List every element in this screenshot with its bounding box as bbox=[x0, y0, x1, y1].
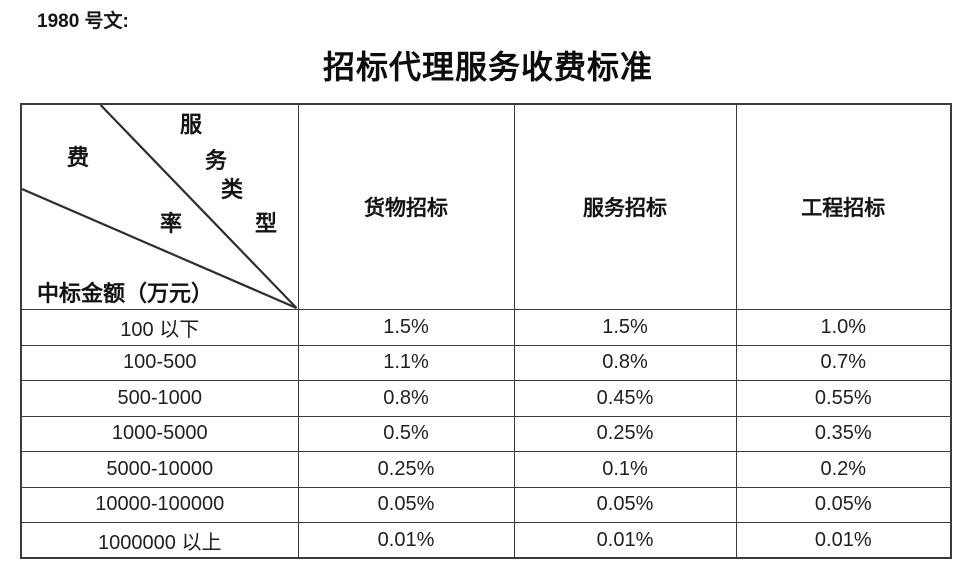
goods-rate-cell: 1.1% bbox=[297, 344, 515, 381]
table-row: 100-500 1.1% 0.8% 0.7% bbox=[20, 344, 952, 381]
corner-label-rate-char: 费 bbox=[67, 145, 90, 170]
corner-label-service-type-char: 服 bbox=[180, 112, 203, 137]
amount-range-cell: 100-500 bbox=[20, 344, 299, 381]
engineering-rate-cell: 0.01% bbox=[735, 522, 952, 559]
fee-standard-table: 服 务 类 型 费 率 中标金额（万元） 货物招标 服务招标 工程招标 100 … bbox=[20, 103, 952, 559]
goods-rate-cell: 0.8% bbox=[297, 380, 515, 417]
goods-rate-cell: 1.5% bbox=[297, 309, 515, 346]
services-rate-cell: 0.05% bbox=[513, 486, 737, 523]
engineering-rate-cell: 1.0% bbox=[735, 309, 952, 346]
amount-range-cell: 100 以下 bbox=[20, 309, 299, 346]
diagonal-corner-cell: 服 务 类 型 费 率 中标金额（万元） bbox=[20, 103, 299, 310]
services-rate-cell: 0.8% bbox=[513, 344, 737, 381]
engineering-rate-cell: 0.2% bbox=[735, 451, 952, 488]
corner-label-amount: 中标金额（万元） bbox=[37, 281, 214, 306]
corner-label-service-type-char: 务 bbox=[205, 148, 228, 173]
services-rate-cell: 0.45% bbox=[513, 380, 737, 417]
goods-rate-cell: 0.5% bbox=[297, 415, 515, 452]
table-row: 10000-100000 0.05% 0.05% 0.05% bbox=[20, 486, 952, 523]
column-header-engineering: 工程招标 bbox=[735, 103, 952, 310]
services-rate-cell: 1.5% bbox=[513, 309, 737, 346]
amount-range-cell: 1000000 以上 bbox=[20, 522, 299, 559]
column-header-services: 服务招标 bbox=[513, 103, 737, 310]
table-row: 1000-5000 0.5% 0.25% 0.35% bbox=[20, 415, 952, 452]
engineering-rate-cell: 0.35% bbox=[735, 415, 952, 452]
corner-label-rate-char: 率 bbox=[160, 211, 183, 236]
services-rate-cell: 0.25% bbox=[513, 415, 737, 452]
engineering-rate-cell: 0.05% bbox=[735, 486, 952, 523]
table-row: 1000000 以上 0.01% 0.01% 0.01% bbox=[20, 522, 952, 559]
corner-label-service-type-char: 型 bbox=[255, 211, 278, 236]
engineering-rate-cell: 0.55% bbox=[735, 380, 952, 417]
table-row: 100 以下 1.5% 1.5% 1.0% bbox=[20, 309, 952, 346]
diagonal-lines bbox=[22, 105, 298, 309]
amount-range-cell: 5000-10000 bbox=[20, 451, 299, 488]
doc-reference-label: 1980 号文: bbox=[37, 11, 129, 32]
page-title: 招标代理服务收费标准 bbox=[322, 49, 653, 85]
corner-label-service-type-char: 类 bbox=[221, 177, 244, 202]
engineering-rate-cell: 0.7% bbox=[735, 344, 952, 381]
goods-rate-cell: 0.05% bbox=[297, 486, 515, 523]
goods-rate-cell: 0.25% bbox=[297, 451, 515, 488]
table-row: 5000-10000 0.25% 0.1% 0.2% bbox=[20, 451, 952, 488]
amount-range-cell: 500-1000 bbox=[20, 380, 299, 417]
amount-range-cell: 1000-5000 bbox=[20, 415, 299, 452]
table-header-row: 服 务 类 型 费 率 中标金额（万元） 货物招标 服务招标 工程招标 bbox=[20, 103, 952, 310]
goods-rate-cell: 0.01% bbox=[297, 522, 515, 559]
fee-table-container: 服 务 类 型 费 率 中标金额（万元） 货物招标 服务招标 工程招标 100 … bbox=[20, 103, 952, 559]
services-rate-cell: 0.01% bbox=[513, 522, 737, 559]
column-header-goods: 货物招标 bbox=[297, 103, 515, 310]
services-rate-cell: 0.1% bbox=[513, 451, 737, 488]
table-row: 500-1000 0.8% 0.45% 0.55% bbox=[20, 380, 952, 417]
amount-range-cell: 10000-100000 bbox=[20, 486, 299, 523]
diagonal-corner-inner: 服 务 类 型 费 率 中标金额（万元） bbox=[22, 105, 298, 309]
